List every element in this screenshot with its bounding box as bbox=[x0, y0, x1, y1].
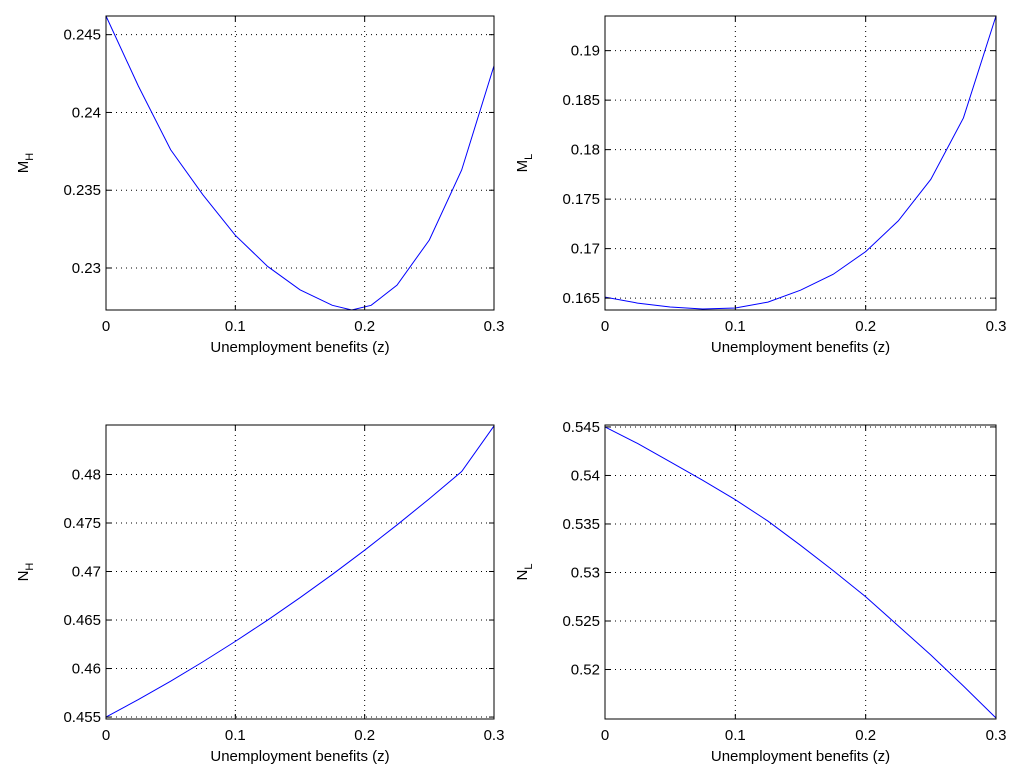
series-line-n-l bbox=[604, 426, 997, 719]
y-tick-label: 0.53 bbox=[571, 564, 600, 581]
x-tick-label: 0.1 bbox=[225, 727, 246, 744]
series-line-m-l bbox=[604, 15, 997, 310]
y-tick-label: 0.175 bbox=[562, 191, 600, 208]
x-tick-label: 0.3 bbox=[986, 318, 1007, 335]
x-axis-label: Unemployment benefits (z) bbox=[711, 339, 890, 356]
y-tick-label: 0.235 bbox=[63, 182, 101, 199]
y-tick-label: 0.465 bbox=[63, 612, 101, 629]
x-tick-label: 0 bbox=[102, 727, 110, 744]
y-axis-label: NH bbox=[15, 563, 36, 582]
x-tick-label: 0.2 bbox=[354, 727, 375, 744]
y-tick-label: 0.165 bbox=[562, 290, 600, 307]
y-axis-label: NL bbox=[514, 564, 535, 581]
y-tick-label: 0.54 bbox=[571, 467, 600, 484]
y-tick-label: 0.52 bbox=[571, 662, 600, 679]
panel-m-h: 0 0.1 0.2 0.3 0.23 0.235 0.24 0.245 Unemployment… bbox=[15, 15, 505, 356]
y-tick-label: 0.24 bbox=[72, 104, 101, 121]
series-line-n-h bbox=[105, 425, 495, 718]
x-tick-label: 0 bbox=[601, 318, 609, 335]
y-tick-label: 0.545 bbox=[562, 419, 600, 436]
x-axis-label: Unemployment benefits (z) bbox=[711, 748, 890, 765]
y-tick-label: 0.47 bbox=[72, 564, 101, 581]
x-axis-label: Unemployment benefits (z) bbox=[210, 339, 389, 356]
y-tick-label: 0.245 bbox=[63, 27, 101, 44]
axis-frame bbox=[604, 15, 997, 311]
y-axis-label: ML bbox=[514, 154, 535, 173]
x-tick-label: 0 bbox=[601, 727, 609, 744]
x-tick-label: 0.3 bbox=[484, 318, 505, 335]
y-tick-label: 0.185 bbox=[562, 92, 600, 109]
y-tick-label: 0.475 bbox=[63, 515, 101, 532]
y-tick-label: 0.17 bbox=[571, 241, 600, 258]
panel-m-l: 0 0.1 0.2 0.3 0.165 0.17 0.175 0.18 0.185 0.19 Une… bbox=[514, 15, 1007, 356]
x-tick-label: 0.1 bbox=[725, 727, 746, 744]
x-tick-label: 0.2 bbox=[855, 727, 876, 744]
axis-frame bbox=[105, 15, 495, 311]
y-tick-label: 0.525 bbox=[562, 613, 600, 630]
panel-n-h: 0 0.1 0.2 0.3 0.455 0.46 0.465 0.47 0.475 0.48 Une… bbox=[15, 424, 505, 765]
x-tick-label: 0.1 bbox=[725, 318, 746, 335]
y-axis-label: MH bbox=[15, 153, 36, 174]
y-tick-label: 0.48 bbox=[72, 466, 101, 483]
y-tick-label: 0.18 bbox=[571, 142, 600, 159]
x-tick-label: 0.3 bbox=[484, 727, 505, 744]
x-tick-label: 0.2 bbox=[855, 318, 876, 335]
y-tick-label: 0.46 bbox=[72, 661, 101, 678]
x-tick-label: 0 bbox=[102, 318, 110, 335]
series-line-m-h bbox=[105, 15, 495, 311]
y-tick-label: 0.455 bbox=[63, 709, 101, 726]
axis-frame bbox=[105, 424, 495, 720]
y-tick-label: 0.19 bbox=[571, 43, 600, 60]
panel-n-l: 0 0.1 0.2 0.3 0.52 0.525 0.53 0.535 0.54 0.545 Une… bbox=[514, 419, 1006, 765]
y-tick-label: 0.23 bbox=[72, 260, 101, 277]
x-axis-label: Unemployment benefits (z) bbox=[210, 748, 389, 765]
x-tick-label: 0.3 bbox=[986, 727, 1007, 744]
y-tick-label: 0.535 bbox=[562, 516, 600, 533]
x-tick-label: 0.1 bbox=[225, 318, 246, 335]
x-tick-label: 0.2 bbox=[354, 318, 375, 335]
